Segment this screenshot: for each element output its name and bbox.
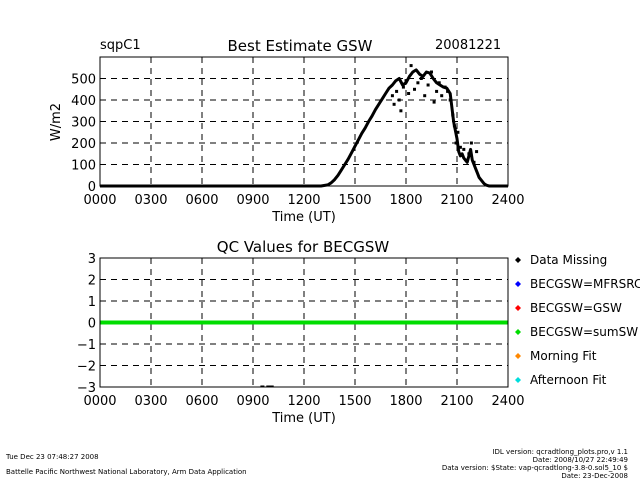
chart2-title: QC Values for BECGSW — [217, 238, 390, 256]
data-point — [409, 64, 413, 68]
y-tick-label: 500 — [71, 73, 96, 88]
legend-label: BECGSW=sumSW — [530, 325, 638, 339]
y-tick-label: −1 — [77, 338, 96, 353]
data-point — [437, 81, 441, 85]
series-line — [100, 68, 508, 188]
data-point — [446, 89, 450, 93]
legend-marker — [515, 257, 521, 263]
x-tick-label: 0300 — [134, 394, 167, 409]
legend-label: Data Missing — [530, 253, 607, 267]
legend-label: Morning Fit — [530, 349, 597, 363]
chart1-grid — [100, 57, 508, 186]
x-tick-label: 0900 — [236, 193, 269, 208]
legend-label: Afternoon Fit — [530, 373, 607, 387]
y-tick-label: 0 — [88, 317, 96, 332]
y-tick-label: −2 — [77, 360, 96, 375]
footer-data-version: Data version: $State: vap-qcradtlong-3.8… — [441, 464, 628, 472]
x-tick-label: 1500 — [338, 394, 371, 409]
data-point — [467, 152, 471, 156]
data-point — [458, 145, 462, 149]
data-point — [472, 160, 476, 164]
y-tick-label: 2 — [88, 274, 96, 289]
legend-label: BECGSW=GSW — [530, 301, 622, 315]
y-tick-label: 200 — [71, 137, 96, 152]
data-point — [475, 150, 479, 154]
data-point — [456, 130, 460, 134]
footer-idl-version: IDL version: qcradtlong_plots.pro,v 1.1 — [492, 448, 628, 456]
data-point — [404, 79, 408, 83]
legend-marker — [515, 329, 521, 335]
y-tick-label: 3 — [88, 252, 96, 267]
data-point — [397, 98, 401, 102]
data-point — [419, 77, 423, 80]
data-point — [440, 94, 444, 98]
y-tick-label: 300 — [71, 116, 96, 131]
chart1-ticks: 0000 0300 0600 0900 1200 1500 1800 2100 2400 0 100… — [71, 73, 524, 209]
x-tick-label: 2100 — [440, 394, 473, 409]
y-tick-label: 400 — [71, 94, 96, 109]
x-tick-label: 0600 — [185, 193, 218, 208]
chart1-y-axis-label: W/m2 — [49, 103, 64, 141]
legend-label: BECGSW=MFRSRC — [530, 277, 640, 291]
x-tick-label: 2100 — [440, 193, 473, 208]
station-label: sqpC1 — [100, 38, 141, 53]
x-tick-label: 1800 — [389, 394, 422, 409]
chart2-plot-frame — [99, 257, 509, 388]
data-point — [430, 70, 433, 74]
data-point — [407, 92, 411, 95]
data-point — [443, 85, 447, 89]
footer-plot-date: Date: 23-Dec-2008 — [561, 472, 628, 480]
legend-marker — [515, 305, 521, 311]
data-point — [462, 147, 466, 151]
data-point — [401, 85, 405, 89]
x-tick-label: 0900 — [236, 394, 269, 409]
y-tick-label: 100 — [71, 159, 96, 174]
data-point — [392, 102, 396, 106]
x-tick-label: 2400 — [491, 193, 524, 208]
data-point — [395, 89, 399, 93]
x-tick-label: 1800 — [389, 193, 422, 208]
chart1-x-axis-label: Time (UT) — [271, 210, 336, 225]
chart2-data — [100, 320, 508, 388]
x-tick-label: 0600 — [185, 394, 218, 409]
data-point — [399, 109, 403, 113]
x-tick-label: 0000 — [83, 193, 116, 208]
y-tick-label: 1 — [88, 295, 96, 310]
data-point — [413, 87, 416, 91]
legend-marker — [515, 353, 521, 359]
x-tick-label: 0300 — [134, 193, 167, 208]
data-point — [435, 89, 439, 93]
x-tick-label: 1200 — [287, 394, 320, 409]
chart1-data — [100, 64, 508, 188]
x-tick-label: 1500 — [338, 193, 371, 208]
data-point — [423, 94, 427, 98]
data-point — [426, 83, 430, 87]
data-point — [452, 124, 456, 128]
x-tick-label: 1200 — [287, 193, 320, 208]
date-label: 20081221 — [435, 38, 501, 53]
legend-marker — [515, 377, 521, 383]
data-point — [454, 141, 458, 145]
chart2-x-axis-label: Time (UT) — [271, 411, 336, 426]
chart2-legend: Data Missing BECGSW=MFRSRC BECGSW=GSW BECGS… — [515, 253, 640, 387]
data-point — [469, 141, 473, 145]
x-tick-label: 0000 — [83, 394, 116, 409]
data-point — [451, 113, 455, 117]
chart2-ticks: 0000 0300 0600 0900 1200 1500 1800 2100 2400 3 2 1 0… — [77, 252, 525, 409]
chart1-title: Best Estimate GSW — [228, 37, 373, 55]
data-point — [448, 98, 452, 102]
data-point — [390, 94, 394, 98]
footer-idl-date: Date: 2008/10/27 22:49:49 — [532, 456, 628, 464]
chart1-plot-frame — [99, 56, 509, 187]
data-point — [464, 158, 468, 162]
legend-marker — [515, 281, 521, 287]
y-tick-label: −3 — [77, 381, 96, 396]
data-point — [416, 81, 420, 85]
footer-timestamp: Tue Dec 23 07:48:27 2008 — [6, 453, 99, 461]
footer-lab: Battelle Pacific Northwest National Labo… — [6, 468, 247, 476]
data-point — [432, 100, 436, 104]
x-tick-label: 2400 — [491, 394, 524, 409]
y-tick-label: 0 — [88, 180, 96, 195]
